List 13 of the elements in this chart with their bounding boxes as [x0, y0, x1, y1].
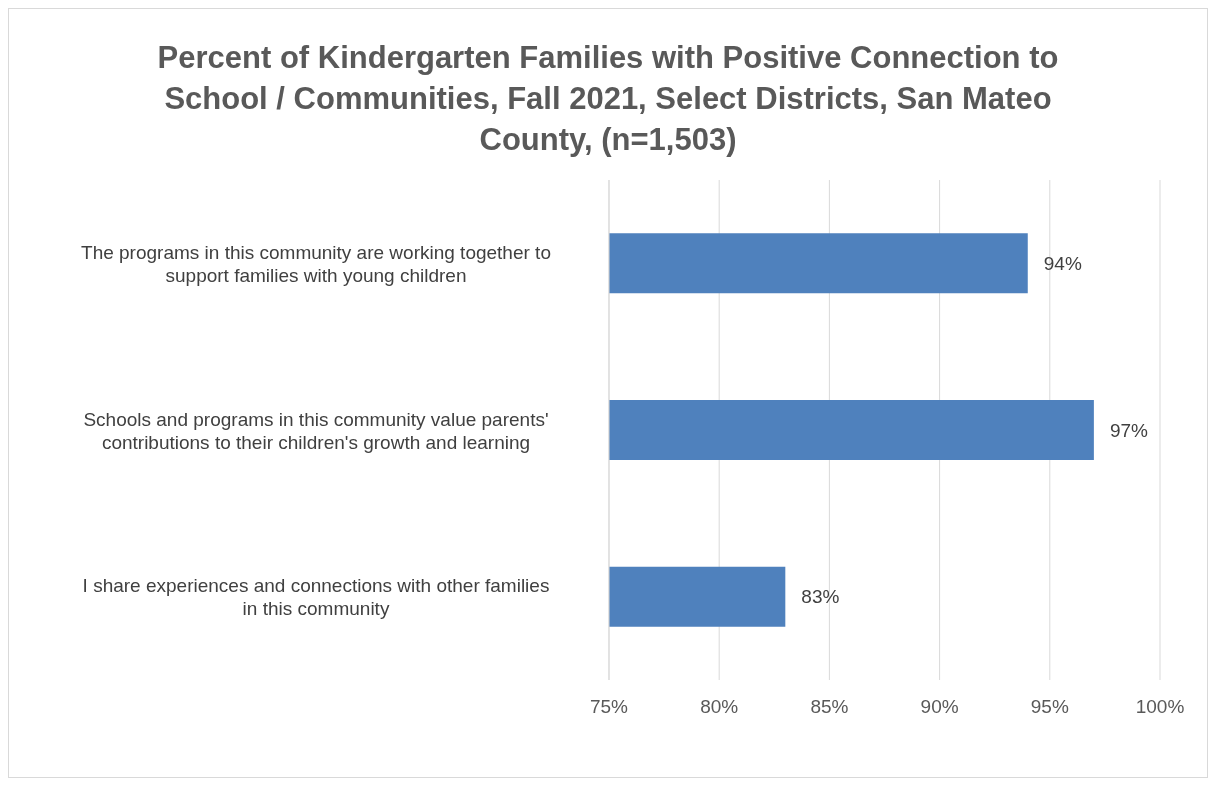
x-tick-label: 95%: [1030, 696, 1069, 718]
data-label: 97%: [1109, 419, 1149, 441]
chart-title: Percent of Kindergarten Families with Positive Connection to School / Communities, Fall 2021, Select Districts, San Mateo County, (n=1,503): [156, 39, 1060, 159]
x-tick-label: 75%: [589, 696, 629, 718]
x-tick-label: 80%: [700, 696, 739, 718]
x-tick-label: 90%: [920, 696, 959, 718]
y-tick-label: I share experiences and connections with other families in this community: [82, 574, 550, 619]
x-tick-label: 100%: [1135, 696, 1185, 718]
y-tick-label: Schools and programs in this community value parents' contributions to their children's growth and learning: [83, 408, 549, 452]
y-tick-label: The programs in this community are working together to support families with young children: [81, 241, 551, 286]
data-label: 94%: [1043, 252, 1082, 274]
x-tick-label: 85%: [810, 696, 849, 718]
data-label: 83%: [801, 586, 840, 608]
